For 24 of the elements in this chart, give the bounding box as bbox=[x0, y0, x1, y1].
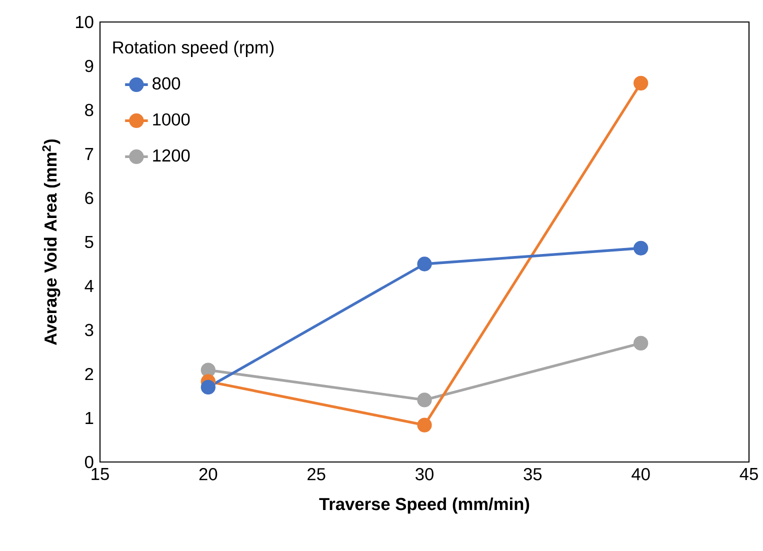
x-axis-title: Traverse Speed (mm/min) bbox=[319, 497, 530, 514]
y-tick-label: 9 bbox=[85, 60, 94, 72]
x-tick-label: 20 bbox=[199, 468, 218, 480]
y-tick-label: 6 bbox=[85, 192, 94, 204]
y-tick-label: 8 bbox=[85, 104, 94, 116]
y-tick-label: 7 bbox=[85, 148, 94, 160]
y-tick-label: 10 bbox=[76, 16, 94, 28]
x-tick-label: 30 bbox=[416, 468, 434, 480]
legend-label: 1200 bbox=[153, 149, 190, 162]
x-tick-label: 15 bbox=[92, 468, 109, 480]
y-tick-label: 4 bbox=[84, 280, 94, 292]
legend-title: Rotation speed (rpm) bbox=[113, 40, 274, 57]
y-tick-label: 3 bbox=[84, 324, 94, 336]
legend-label: 800 bbox=[152, 77, 180, 90]
y-axis-title: Average Void Area (mm$^{2}$) bbox=[42, 139, 60, 345]
x-tick-label: 45 bbox=[740, 468, 758, 480]
legend-label: 1000 bbox=[153, 113, 190, 126]
y-tick-label: 2 bbox=[85, 368, 94, 380]
x-tick-label: 25 bbox=[308, 468, 326, 480]
x-tick-label: 35 bbox=[524, 468, 542, 480]
y-tick-label: 1 bbox=[86, 412, 94, 424]
y-tick-label: 0 bbox=[84, 456, 94, 468]
x-tick-label: 40 bbox=[632, 468, 650, 480]
y-tick-label: 5 bbox=[85, 236, 94, 248]
